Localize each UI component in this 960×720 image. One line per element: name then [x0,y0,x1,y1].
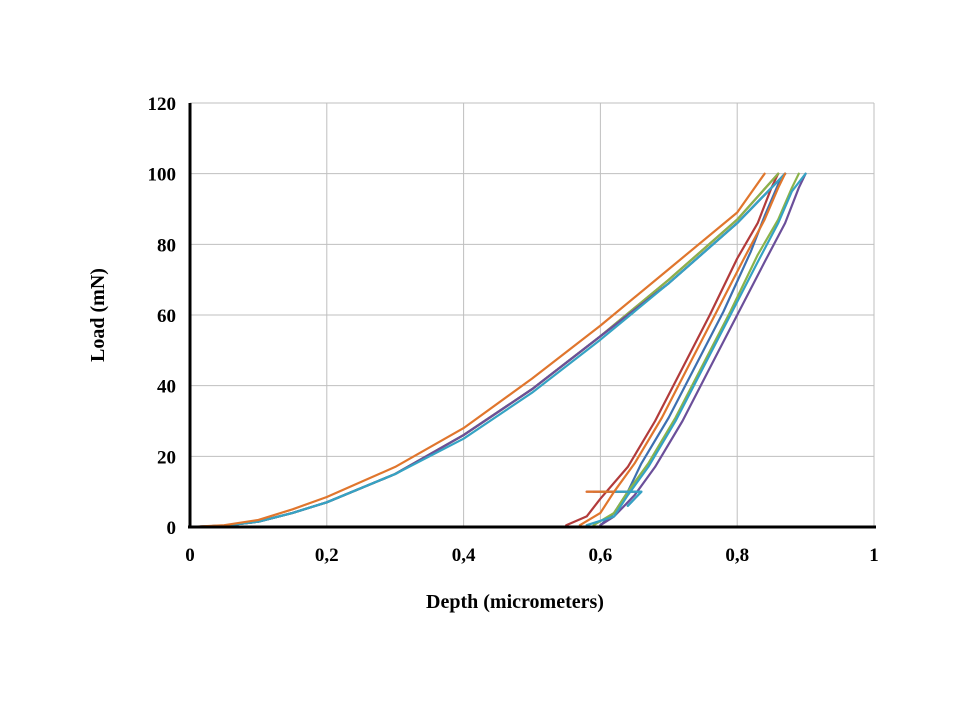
y-tick-label: 60 [157,306,176,327]
grid-lines [190,102,875,527]
axes [188,103,876,529]
series-3-loading-line [188,172,780,529]
x-axis-title: Depth (micrometers) [426,591,604,613]
series-5-hold-line [613,490,643,507]
x-tick-label: 0,2 [315,545,339,566]
series-layer [188,172,807,529]
y-tick-label: 20 [157,447,176,468]
series-2-unloading-line [565,172,780,527]
y-tick-label: 0 [167,518,177,539]
x-tick-label: 1 [869,545,879,566]
x-tick-label: 0,4 [452,545,476,566]
x-tick-label: 0,8 [725,545,749,566]
x-tick-label: 0,6 [589,545,613,566]
y-tick-label: 120 [148,94,177,115]
x-tick-label: 0 [185,545,195,566]
tick-labels: 0 0,2 0,4 0,6 0,8 1 0 20 40 60 80 100 120 [148,94,879,566]
y-tick-label: 40 [157,377,176,398]
y-axis-title: Load (mN) [87,268,109,362]
y-tick-label: 100 [148,165,177,186]
series-4-unloading-line [599,172,807,527]
series-2-loading-line [188,172,780,529]
series-5-unloading-line [585,172,807,527]
series-6-unloading-line [578,172,787,527]
series-3-unloading-line [592,172,800,527]
series-5-loading-line [188,172,787,529]
series-6-loading-line [188,172,766,529]
y-tick-label: 80 [157,235,176,256]
